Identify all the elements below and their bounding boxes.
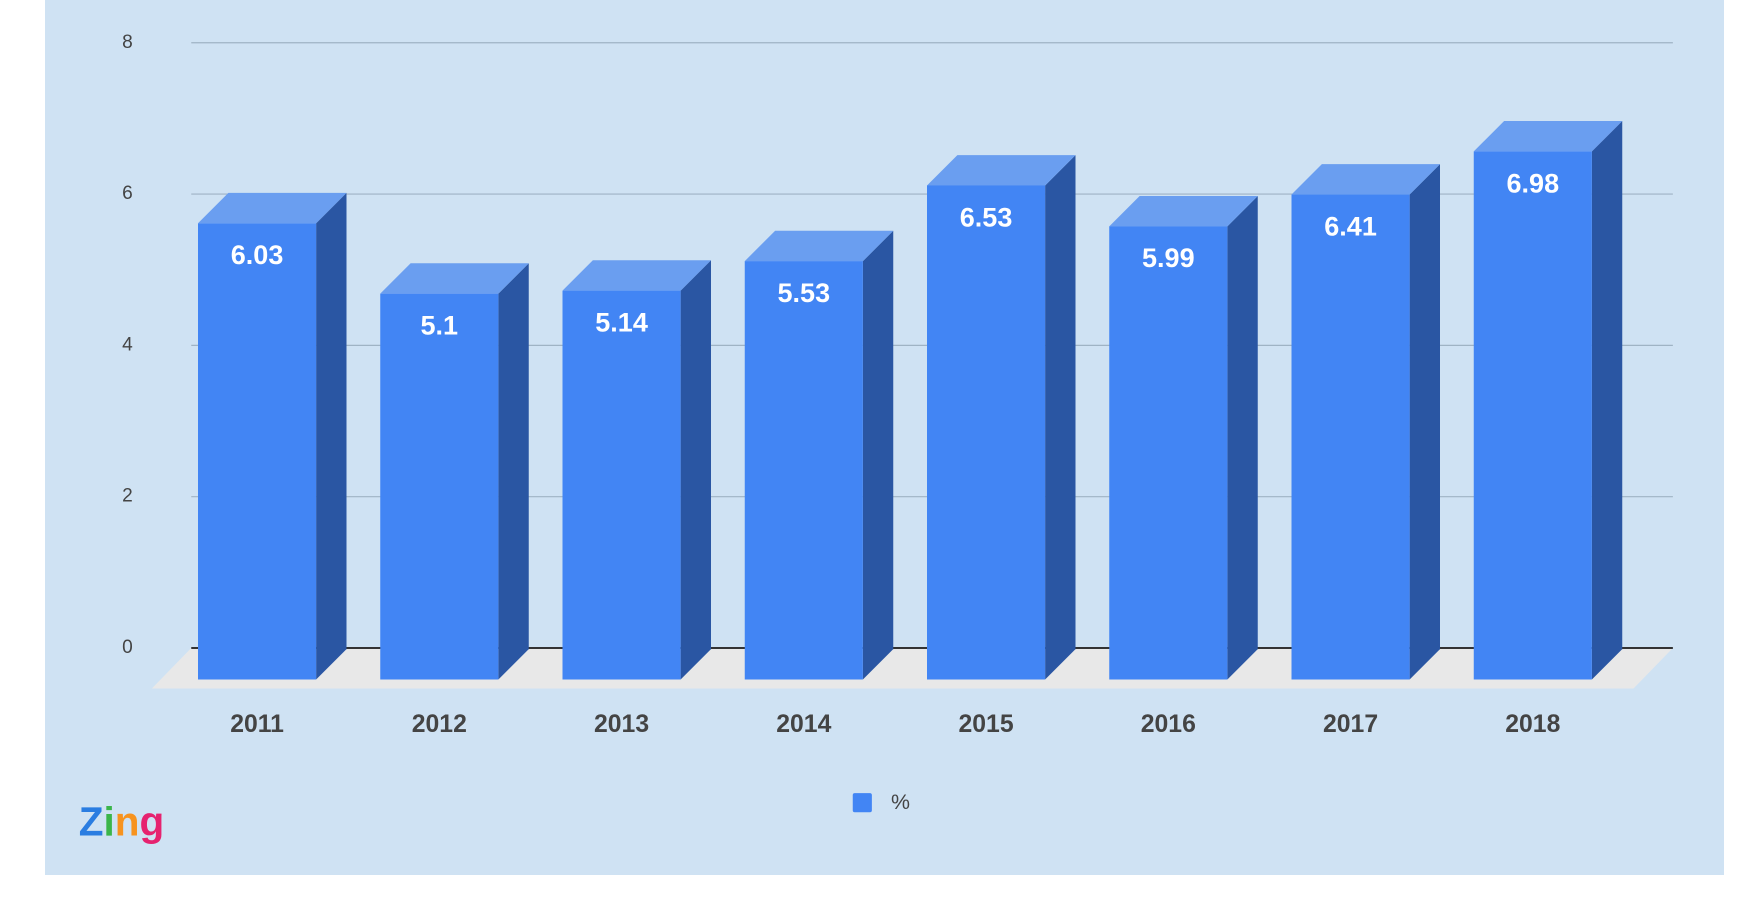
bar-front (1109, 226, 1228, 680)
bar-front (1473, 151, 1592, 680)
bar-top (1291, 164, 1440, 195)
bar (927, 155, 1076, 680)
y-tick-label: 2 (122, 486, 133, 507)
bar-front (198, 223, 317, 680)
value-label: 6.98 (1507, 168, 1560, 198)
bar-top (1473, 121, 1623, 152)
bar (380, 263, 529, 680)
value-label: 5.1 (421, 311, 459, 341)
x-tick-label: 2015 (959, 711, 1014, 738)
x-tick-label: 2016 (1141, 711, 1196, 738)
bar (1109, 195, 1258, 680)
value-label: 5.53 (778, 278, 831, 308)
legend-label: % (891, 790, 910, 814)
bar-side (316, 192, 347, 680)
value-label: 6.53 (960, 202, 1013, 232)
bar-front (927, 185, 1046, 680)
bar-top (198, 192, 347, 224)
bar (198, 192, 347, 680)
x-tick-label: 2012 (412, 711, 467, 738)
value-label: 5.99 (1142, 243, 1195, 273)
y-tick-label: 0 (122, 637, 133, 658)
bar-top (380, 263, 529, 294)
value-label: 6.41 (1324, 211, 1377, 241)
bar-side (498, 263, 529, 680)
bar-top (562, 260, 711, 291)
logo-letter: g (140, 798, 165, 844)
x-tick-label: 2011 (230, 711, 284, 738)
y-tick-label: 4 (122, 334, 133, 355)
logo-letter: i (104, 798, 115, 844)
bar (1291, 164, 1440, 680)
bar-front (744, 261, 863, 680)
legend-swatch (852, 793, 872, 813)
x-tick-label: 2013 (594, 711, 649, 738)
bar (1473, 121, 1623, 680)
logo-letter: Z (79, 798, 104, 844)
x-tick-label: 2018 (1505, 711, 1560, 738)
bar-side (1409, 164, 1440, 680)
bar-front (562, 290, 681, 680)
bar-side (1045, 155, 1076, 680)
logo-letter: n (115, 798, 140, 844)
value-label: 5.14 (595, 308, 648, 338)
bar-top (927, 155, 1076, 186)
floor (151, 648, 1673, 689)
bar-side (862, 230, 894, 680)
bar-top (1109, 195, 1258, 227)
bar-side (680, 260, 711, 680)
value-label: 6.03 (231, 240, 284, 270)
bar (744, 230, 894, 680)
bar-front (380, 293, 499, 680)
x-tick-label: 2014 (776, 711, 831, 738)
bar-side (1591, 121, 1623, 680)
x-tick-label: 2017 (1323, 711, 1378, 738)
y-tick-label: 6 (122, 183, 133, 204)
bar-front (1291, 194, 1410, 680)
bar-top (744, 230, 894, 262)
bar (562, 260, 711, 680)
bar-side (1227, 195, 1258, 680)
y-tick-label: 8 (122, 32, 133, 53)
logo: Zing (79, 798, 165, 844)
